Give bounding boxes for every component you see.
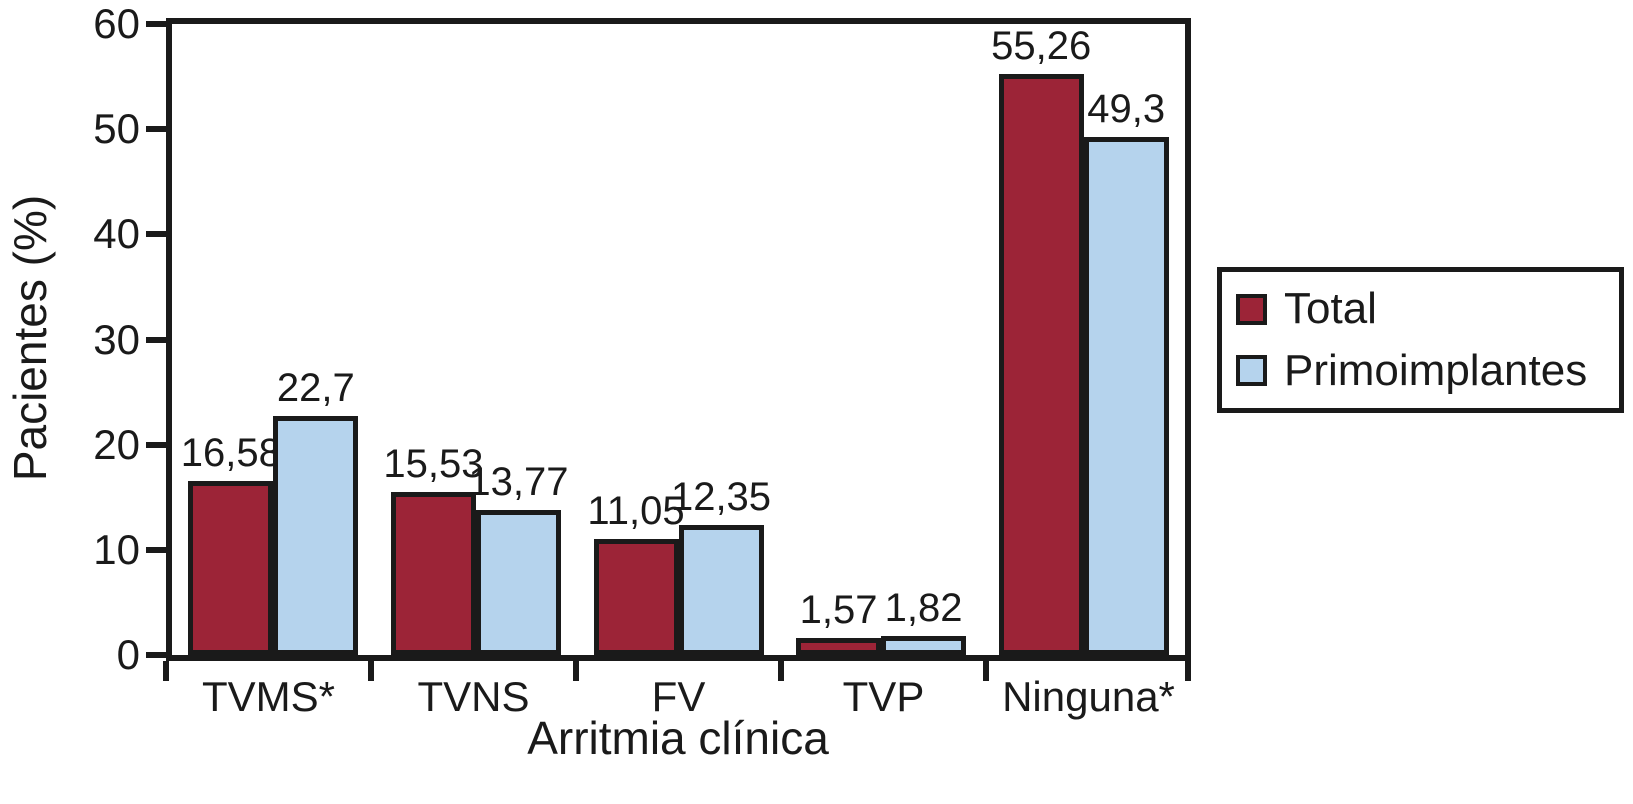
bar-primoimplantes-ninguna — [1083, 137, 1169, 655]
y-axis-tick-label-10: 10 — [93, 525, 140, 573]
y-axis-tick-label-20: 20 — [93, 420, 140, 468]
value-label-total-tvms: 16,58 — [180, 431, 281, 475]
y-axis-tick-10 — [146, 546, 166, 553]
y-axis-tick-30 — [146, 336, 166, 343]
y-axis-tick-label-0: 0 — [116, 631, 140, 678]
y-axis-tick-label-50: 50 — [93, 105, 140, 153]
x-axis-tick-5 — [1185, 661, 1191, 681]
value-label-primoimplantes-ninguna: 49,3 — [1087, 87, 1166, 131]
bar-total-fv — [593, 539, 679, 655]
y-axis-tick-0 — [146, 652, 166, 658]
bars-layer: 16,58 22,7 15,53 13,77 11,05 12,35 1,57 1,82 55,… — [172, 24, 1185, 655]
y-axis-tick-60 — [146, 21, 166, 27]
value-label-primoimplantes-tvp: 1,82 — [884, 586, 963, 630]
bar-primoimplantes-tvns — [475, 510, 561, 655]
legend-label-total: Total — [1284, 284, 1377, 334]
y-axis-tick-20 — [146, 441, 166, 448]
bar-total-tvms — [188, 481, 274, 655]
legend: Total Primoimplantes — [1217, 267, 1624, 413]
y-axis-tick-label-40: 40 — [93, 210, 140, 258]
plot-area: 16,58 22,7 15,53 13,77 11,05 12,35 1,57 1,82 55,… — [166, 18, 1191, 661]
value-label-total-tvp: 1,57 — [799, 588, 878, 632]
x-category-label-ninguna: Ninguna* — [1002, 673, 1175, 720]
total-series-swatch-icon — [1236, 293, 1267, 325]
x-axis-tick-4 — [983, 661, 989, 681]
x-category-label-tvp: TVP — [842, 673, 925, 720]
legend-item-total: Total — [1236, 285, 1619, 333]
x-axis-tick-3 — [778, 661, 784, 681]
value-label-total-tvns: 15,53 — [383, 442, 484, 486]
x-axis-tick-2 — [573, 661, 579, 681]
x-category-label-tvns: TVNS — [417, 673, 530, 720]
x-category-label-tvms: TVMS* — [201, 673, 336, 720]
value-label-total-fv: 11,05 — [587, 489, 685, 533]
legend-label-primoimplantes: Primoimplantes — [1284, 345, 1588, 395]
bar-primoimplantes-fv — [678, 525, 764, 655]
x-axis-tick-0 — [163, 661, 169, 681]
bar-total-tvns — [390, 492, 476, 655]
primoimplantes-series-swatch-icon — [1236, 355, 1267, 387]
bar-total-ninguna — [998, 74, 1084, 655]
x-axis-title: Arritmia clínica — [527, 712, 829, 764]
x-axis-tick-1 — [368, 661, 374, 681]
y-axis-tick-label-30: 30 — [93, 315, 140, 363]
y-axis-tick-50 — [146, 126, 166, 133]
value-label-total-ninguna: 55,26 — [991, 24, 1092, 68]
legend-item-primoimplantes: Primoimplantes — [1236, 345, 1619, 395]
x-category-label-fv: FV — [651, 673, 706, 720]
y-axis-tick-40 — [146, 231, 166, 238]
value-label-primoimplantes-tvms: 22,7 — [276, 366, 355, 410]
bar-primoimplantes-tvp — [881, 636, 967, 655]
y-axis-tick-label-60: 60 — [93, 0, 140, 47]
value-label-primoimplantes-tvns: 13,77 — [468, 460, 569, 504]
value-label-primoimplantes-fv: 12,35 — [670, 475, 772, 519]
bar-total-tvp — [796, 638, 882, 655]
bar-primoimplantes-tvms — [273, 416, 359, 655]
